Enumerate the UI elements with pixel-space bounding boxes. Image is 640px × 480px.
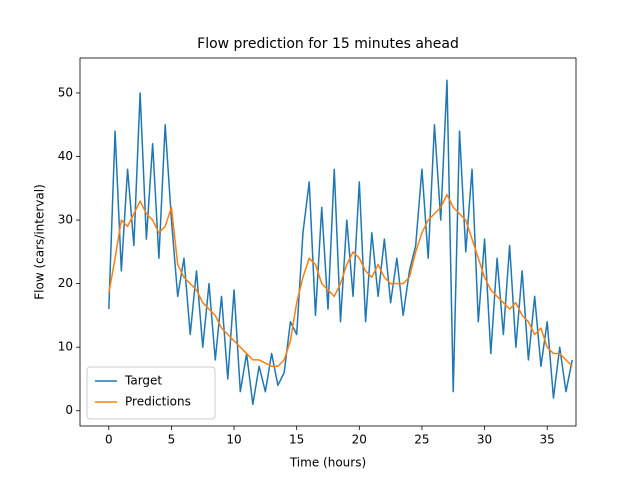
x-axis-label: Time (hours) (289, 456, 366, 470)
axes-frame (79, 57, 577, 427)
y-tick-label: 40 (58, 149, 73, 163)
x-tick-label: 5 (168, 433, 176, 447)
series-line (108, 193, 573, 368)
x-tick-label: 10 (226, 433, 241, 447)
chart-title: Flow prediction for 15 minutes ahead (197, 36, 459, 52)
x-tick-label: 35 (540, 433, 555, 447)
x-tick-label: 25 (414, 433, 429, 447)
x-tick-label: 30 (477, 433, 492, 447)
y-tick-label: 30 (58, 213, 73, 227)
legend-label: Target (124, 374, 162, 388)
x-tick-label: 0 (105, 433, 113, 447)
x-tick-label: 20 (352, 433, 367, 447)
y-tick-label: 20 (58, 276, 73, 290)
x-tick-label: 15 (289, 433, 304, 447)
y-tick-label: 10 (58, 340, 73, 354)
y-tick-label: 0 (65, 403, 73, 417)
series-line (108, 79, 573, 406)
plot-area (108, 79, 573, 406)
y-axis-label: Flow (cars/interval) (33, 184, 47, 300)
legend-label: Predictions (125, 395, 191, 409)
legend-box (86, 366, 216, 420)
y-tick-label: 50 (58, 85, 73, 99)
